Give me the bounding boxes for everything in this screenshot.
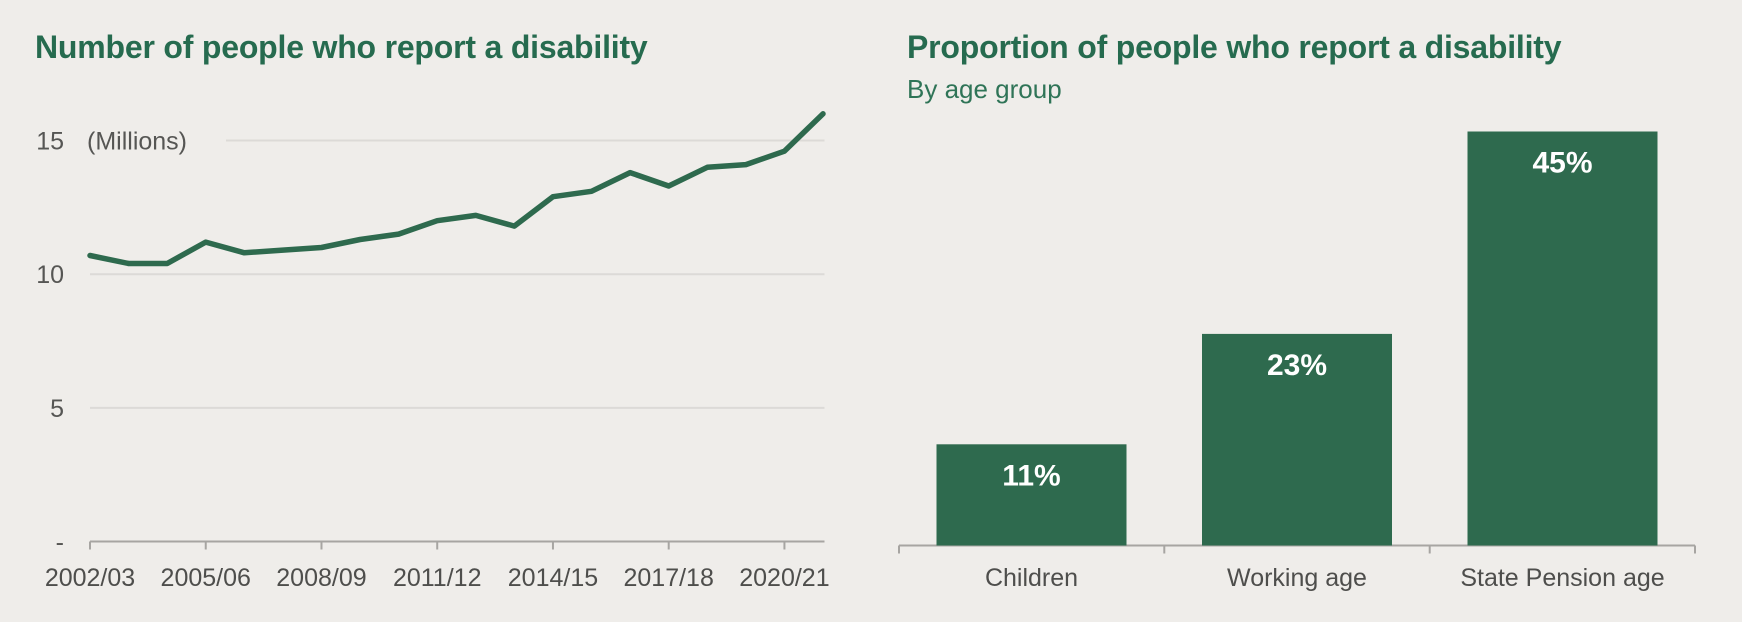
x-axis-tick-labels: 2002/03 2005/06 2008/09 2011/12 2014/15 2017/… (45, 564, 830, 592)
bar-chart-subtitle: By age group (907, 74, 1062, 104)
bar-working-age (1202, 333, 1392, 546)
bar-children (936, 444, 1127, 546)
svg-text:2002/03: 2002/03 (45, 564, 135, 592)
bar-value-label: 11% (1002, 459, 1060, 492)
svg-text:10: 10 (36, 261, 64, 289)
svg-text:15: 15 (36, 128, 64, 156)
bar-category-label: State Pension age (1460, 564, 1664, 592)
svg-text:2014/15: 2014/15 (508, 564, 598, 592)
svg-text:2011/12: 2011/12 (393, 564, 482, 592)
svg-text:2008/09: 2008/09 (276, 564, 366, 592)
line-chart-title: Number of people who report a disability (35, 29, 648, 65)
bar-state-pension-age (1467, 131, 1658, 546)
svg-text:2020/21: 2020/21 (739, 564, 829, 592)
y-axis-unit-label: (Millions) (87, 128, 187, 156)
bar-x-axis (898, 544, 1696, 554)
bar-category-label: Working age (1227, 564, 1367, 592)
svg-text:5: 5 (50, 395, 64, 423)
svg-text:2005/06: 2005/06 (161, 564, 251, 592)
bar-value-label: 23% (1267, 349, 1327, 382)
svg-text:2017/18: 2017/18 (624, 564, 714, 592)
y-gridlines (90, 139, 825, 409)
svg-text:-: - (56, 529, 64, 557)
bar-category-label: Children (985, 564, 1078, 592)
bar-value-label: 45% (1532, 147, 1592, 180)
bar-chart-title: Proportion of people who report a disabi… (907, 29, 1562, 65)
y-axis-tick-labels: - 5 10 15 (36, 128, 64, 557)
x-axis (89, 540, 825, 550)
disability-count-line-series (87, 111, 826, 267)
